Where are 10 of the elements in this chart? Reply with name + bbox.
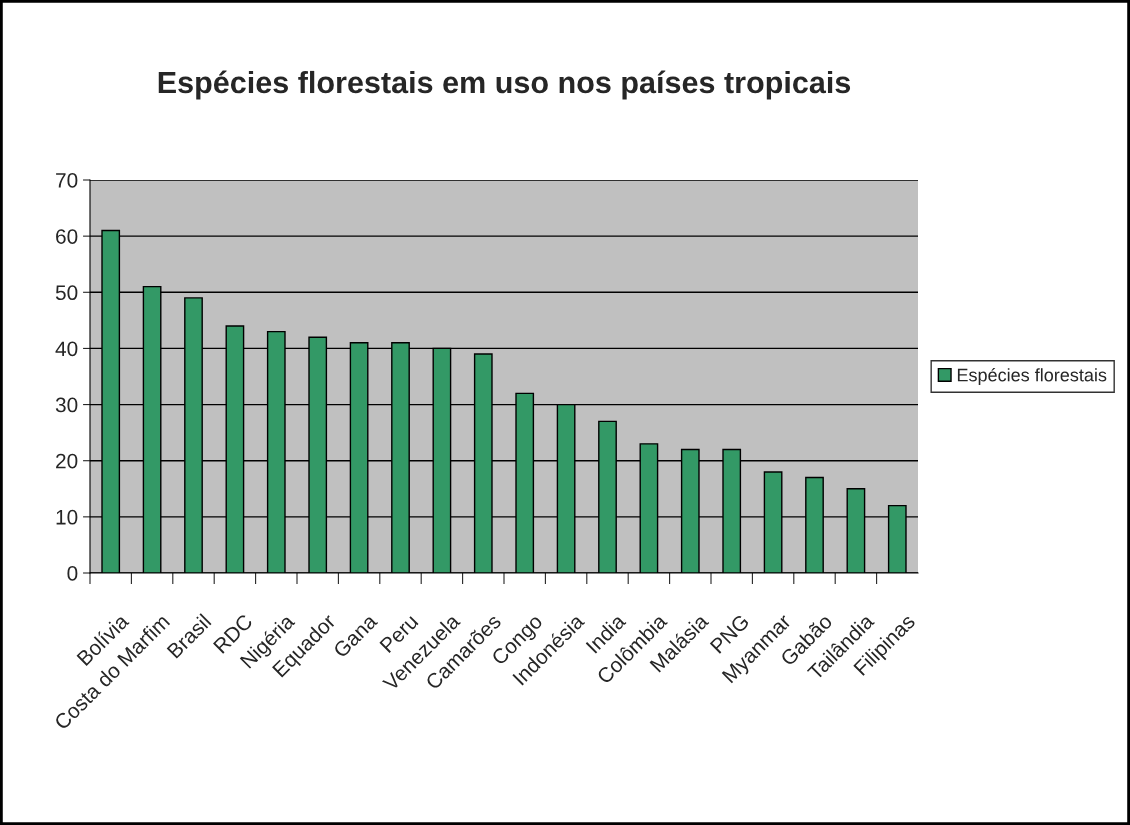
y-tick-label: 0 (67, 566, 78, 581)
chart-title: Espécies florestais em uso nos países tropicais (158, 70, 851, 100)
y-tick-label: 70 (56, 173, 78, 188)
y-tick-label: 30 (55, 397, 78, 413)
y-tick-label: 50 (55, 285, 78, 301)
y-tick-label: 60 (56, 229, 78, 244)
y-tick-label: 20 (56, 453, 78, 469)
legend-label: Espécies florestais (957, 367, 1107, 386)
y-tick-label: 40 (55, 341, 78, 357)
y-tick-label: 10 (56, 509, 78, 525)
